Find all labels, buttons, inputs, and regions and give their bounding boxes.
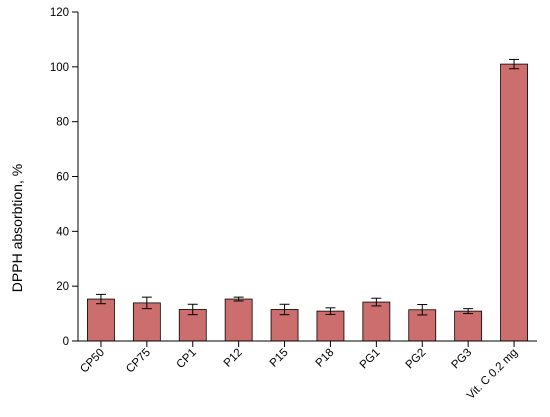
bar: [87, 298, 115, 342]
y-tick-label: 60: [56, 172, 69, 184]
y-axis-label: DPPH absorbtion, %: [9, 164, 25, 292]
x-tick-label: P18: [314, 347, 337, 370]
x-tick-label: CP1: [175, 347, 199, 371]
y-tick-label: 20: [56, 281, 69, 293]
y-axis: 0 20 40 60 80 100 120: [50, 7, 79, 348]
x-tick-label: PG2: [404, 347, 429, 372]
x-tick-label: P15: [268, 347, 291, 370]
x-tick-label: CP50: [78, 347, 107, 376]
bar: [500, 63, 528, 342]
error-bars: [95, 58, 520, 316]
x-tick-label: P12: [222, 347, 245, 370]
y-tick-label: 80: [56, 117, 69, 129]
bar: [362, 301, 391, 342]
x-tick-label: PG1: [358, 347, 383, 372]
x-tick-label: CP75: [124, 347, 153, 376]
bars: [87, 63, 528, 342]
y-tick-label: 100: [50, 62, 69, 74]
bar: [316, 310, 345, 342]
bar: [132, 302, 161, 342]
y-tick-label: 120: [50, 7, 69, 19]
y-tick-label: 40: [56, 226, 69, 238]
x-tick-label: PG3: [450, 347, 475, 372]
y-tick-label: 0: [63, 336, 69, 348]
bar: [454, 310, 483, 342]
bar: [224, 298, 253, 342]
